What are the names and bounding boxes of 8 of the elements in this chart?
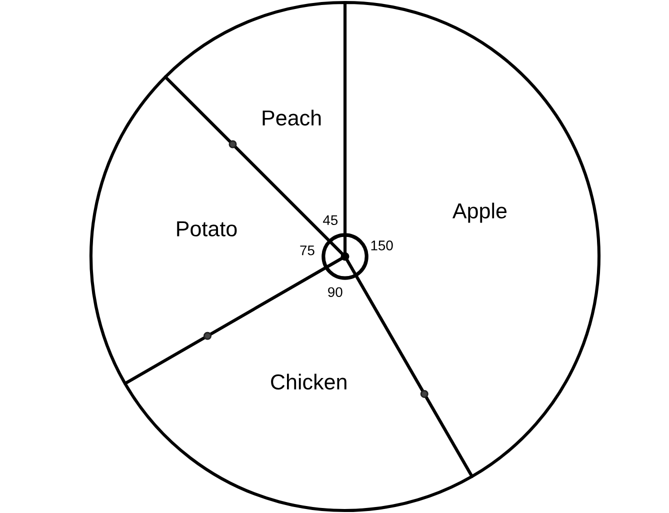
slice-label: Peach: [262, 110, 321, 126]
slice-label: Chicken: [271, 374, 346, 390]
slice-label: Potato: [177, 221, 237, 236]
data-label: 150: [371, 240, 393, 250]
slice-label: Apple: [452, 202, 507, 223]
data-label: 45: [323, 215, 338, 226]
data-label: 90: [328, 287, 342, 298]
data-label: 75: [300, 246, 314, 256]
